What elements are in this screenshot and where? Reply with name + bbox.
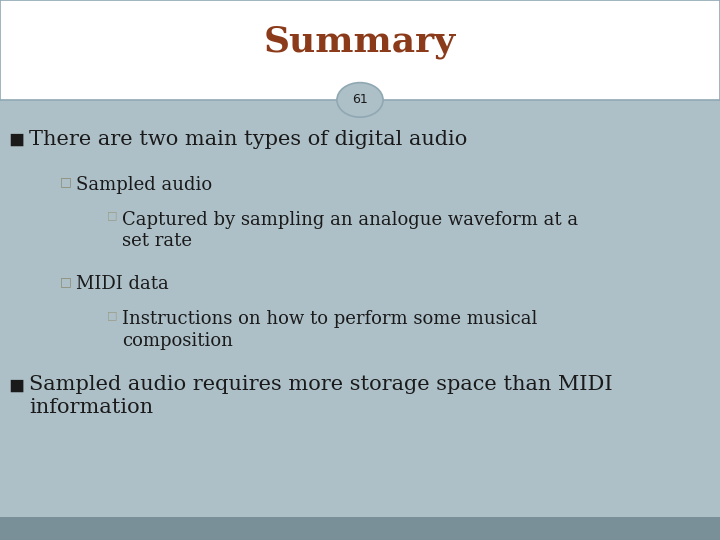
Text: MIDI data: MIDI data — [76, 275, 168, 293]
Text: □: □ — [60, 176, 71, 188]
Text: Sampled audio requires more storage space than MIDI
information: Sampled audio requires more storage spac… — [29, 375, 613, 417]
Text: Sampled audio: Sampled audio — [76, 176, 212, 193]
Text: Captured by sampling an analogue waveform at a
set rate: Captured by sampling an analogue wavefor… — [122, 211, 579, 250]
Text: ◼: ◼ — [9, 130, 25, 148]
Text: □: □ — [60, 275, 71, 288]
Text: Instructions on how to perform some musical
composition: Instructions on how to perform some musi… — [122, 310, 538, 350]
Circle shape — [337, 83, 383, 117]
FancyBboxPatch shape — [0, 517, 720, 540]
Text: Summary: Summary — [264, 25, 456, 59]
Text: There are two main types of digital audio: There are two main types of digital audi… — [29, 130, 467, 148]
Text: ◼: ◼ — [9, 375, 25, 394]
Text: 61: 61 — [352, 93, 368, 106]
Text: □: □ — [107, 310, 117, 321]
Text: □: □ — [107, 211, 117, 221]
FancyBboxPatch shape — [0, 0, 720, 100]
